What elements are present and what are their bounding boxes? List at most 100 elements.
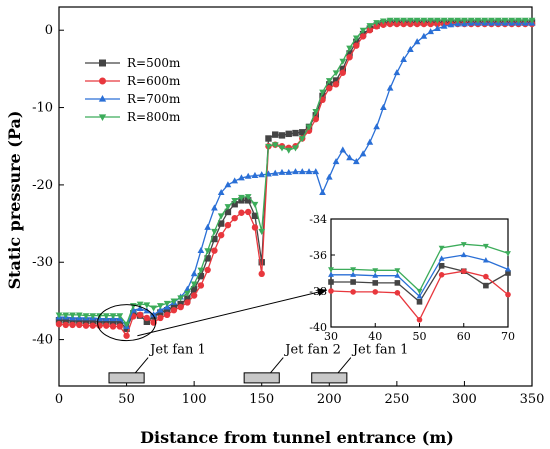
data-point: [285, 147, 293, 154]
data-point: [62, 321, 69, 329]
data-point: [434, 20, 441, 28]
data-point: [353, 42, 360, 49]
data-point: [224, 221, 232, 229]
x-tick-label: 100: [182, 392, 207, 407]
inset-data-point: [483, 273, 489, 280]
data-point: [244, 172, 252, 179]
data-point: [339, 69, 346, 76]
data-point: [102, 313, 110, 320]
inset-y-tick-label: -36: [309, 249, 327, 262]
series-R=800m: [55, 17, 536, 328]
inset-x-tick-label: 50: [413, 330, 427, 343]
inset-x-tick-label: 60: [457, 330, 471, 343]
data-point: [272, 131, 279, 138]
data-point: [116, 313, 124, 320]
data-point: [76, 317, 83, 325]
data-point: [103, 318, 110, 326]
main-series: [55, 17, 536, 342]
inset-data-point: [372, 289, 379, 295]
data-point: [204, 223, 212, 230]
inset-data-point: [328, 288, 334, 294]
data-point: [156, 303, 164, 310]
data-point: [211, 204, 218, 211]
data-point: [332, 70, 340, 77]
inset-data-point: [416, 299, 423, 305]
inset-data-point: [438, 245, 445, 252]
data-point: [82, 322, 90, 329]
x-tick-label: 150: [249, 392, 274, 407]
data-point: [298, 168, 306, 175]
y-tick-label: -40: [32, 333, 53, 348]
data-point: [346, 50, 353, 57]
data-point: [75, 312, 83, 319]
data-point: [170, 298, 178, 305]
data-point: [197, 246, 205, 254]
jet-fan-leader: [270, 357, 284, 374]
inset-data-point: [394, 280, 401, 286]
jet-fan-leader: [337, 357, 352, 374]
data-point: [434, 17, 441, 24]
inset-series-R=700m: [328, 251, 511, 299]
data-point: [319, 89, 326, 96]
data-point: [312, 115, 319, 123]
y-tick-label: -20: [32, 178, 53, 193]
data-point: [89, 322, 96, 329]
data-point: [55, 320, 63, 328]
data-point: [156, 306, 164, 313]
jet-fan-annotations: Jet fan 1 Jet fan 2 Jet fan 1: [108, 343, 409, 384]
data-point: [359, 33, 367, 40]
x-axis-title: Distance from tunnel entrance (m): [140, 428, 454, 447]
data-point: [62, 317, 69, 324]
data-point: [494, 17, 502, 24]
legend-label: R=600m: [127, 74, 181, 88]
data-point: [339, 58, 347, 65]
data-point: [400, 55, 407, 62]
data-point: [265, 135, 272, 142]
data-point: [501, 17, 509, 24]
data-point: [89, 317, 96, 325]
x-tick-label: 0: [55, 392, 63, 407]
data-point: [116, 323, 124, 330]
jet-fan-label: Jet fan 1: [351, 343, 409, 358]
data-point: [305, 124, 313, 131]
data-point: [386, 20, 394, 28]
data-point: [217, 231, 225, 239]
data-point: [231, 177, 239, 184]
jet-fan-box: [311, 372, 348, 384]
x-tick-label: 50: [118, 392, 135, 407]
inset-data-point: [394, 290, 401, 296]
inset-data-point: [350, 289, 356, 295]
data-point: [427, 28, 435, 35]
jet-fan-box: [243, 372, 280, 384]
data-point: [379, 18, 387, 25]
inset-data-point: [394, 272, 401, 278]
data-point: [488, 17, 495, 24]
inset-data-point: [328, 271, 334, 277]
data-point: [312, 112, 319, 119]
data-point: [325, 173, 333, 180]
data-point: [319, 92, 326, 100]
data-point: [407, 17, 414, 24]
data-point: [528, 17, 536, 24]
data-point: [312, 109, 320, 116]
data-point: [238, 209, 245, 216]
data-point: [481, 17, 489, 24]
plot-frame: [58, 6, 533, 387]
inset-data-point: [416, 293, 423, 299]
data-point: [251, 201, 259, 208]
data-point: [89, 313, 97, 320]
data-point: [245, 208, 252, 216]
inset-data-point: [328, 279, 334, 285]
inset-data-point: [372, 272, 379, 278]
main-axes: 0 50 100 150 200 250 300 350 0 -10 -20 -30 -40: [32, 6, 544, 407]
legend-marker: [98, 94, 107, 102]
data-point: [292, 129, 299, 137]
data-point: [69, 312, 76, 319]
data-point: [366, 138, 374, 145]
data-point: [346, 45, 353, 52]
data-point: [231, 214, 238, 222]
data-point: [184, 299, 191, 306]
data-point: [217, 188, 225, 196]
y-tick-label: 0: [45, 23, 53, 38]
